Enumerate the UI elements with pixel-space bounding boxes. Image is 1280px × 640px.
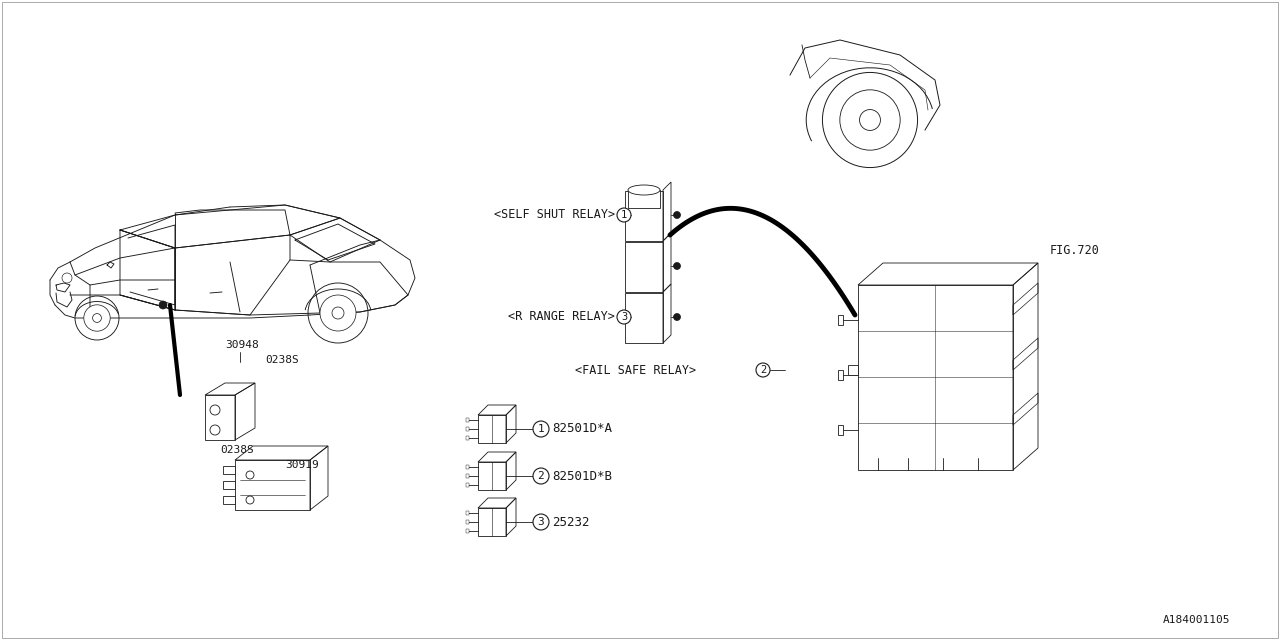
Bar (466, 465, 468, 469)
Bar (466, 474, 468, 478)
Text: 3: 3 (538, 517, 544, 527)
Text: <FAIL SAFE RELAY>: <FAIL SAFE RELAY> (575, 364, 696, 376)
Bar (477, 462, 506, 490)
Circle shape (210, 425, 220, 435)
Circle shape (532, 421, 549, 437)
Bar (223, 496, 236, 504)
Bar (477, 508, 506, 536)
Text: 30948: 30948 (225, 340, 259, 350)
Bar (838, 425, 844, 435)
Circle shape (246, 471, 253, 479)
Text: <SELF SHUT RELAY>: <SELF SHUT RELAY> (494, 209, 614, 221)
Circle shape (246, 496, 253, 504)
Circle shape (673, 314, 681, 321)
Text: 0238S: 0238S (220, 445, 253, 455)
Circle shape (61, 273, 72, 283)
Bar (466, 520, 468, 524)
Text: <R RANGE RELAY>: <R RANGE RELAY> (508, 310, 614, 323)
Bar (625, 293, 663, 343)
Circle shape (92, 314, 101, 323)
Bar (838, 370, 844, 380)
Bar (223, 481, 236, 489)
Circle shape (823, 72, 918, 168)
Bar (466, 418, 468, 422)
Circle shape (840, 90, 900, 150)
Bar (625, 191, 663, 241)
Bar (849, 365, 858, 375)
Bar (628, 190, 660, 208)
Text: 1: 1 (538, 424, 544, 434)
Text: FIG.720: FIG.720 (1050, 243, 1100, 257)
Text: 25232: 25232 (552, 515, 590, 529)
Circle shape (76, 296, 119, 340)
Text: 2: 2 (538, 471, 544, 481)
Bar (625, 242, 663, 292)
Circle shape (673, 211, 681, 218)
Bar (466, 427, 468, 431)
Circle shape (159, 301, 166, 309)
Text: 2: 2 (760, 365, 767, 375)
Circle shape (860, 109, 881, 131)
Circle shape (210, 405, 220, 415)
Text: A184001105: A184001105 (1162, 615, 1230, 625)
Text: 0238S: 0238S (265, 355, 298, 365)
Circle shape (673, 262, 681, 269)
Bar (477, 415, 506, 443)
Circle shape (532, 514, 549, 530)
Text: 3: 3 (621, 312, 627, 322)
Circle shape (332, 307, 344, 319)
Text: 82501D*A: 82501D*A (552, 422, 612, 435)
Circle shape (83, 305, 110, 332)
Bar (466, 436, 468, 440)
Circle shape (617, 310, 631, 324)
Bar (466, 511, 468, 515)
Text: 1: 1 (621, 210, 627, 220)
Circle shape (617, 208, 631, 222)
Bar (858, 285, 1012, 470)
Ellipse shape (628, 185, 660, 195)
Circle shape (320, 295, 356, 331)
Circle shape (308, 283, 369, 343)
Bar (223, 466, 236, 474)
Bar (466, 529, 468, 533)
Text: 30919: 30919 (285, 460, 319, 470)
Circle shape (756, 363, 771, 377)
Bar (466, 483, 468, 487)
Text: 82501D*B: 82501D*B (552, 470, 612, 483)
Circle shape (532, 468, 549, 484)
Bar (838, 315, 844, 325)
